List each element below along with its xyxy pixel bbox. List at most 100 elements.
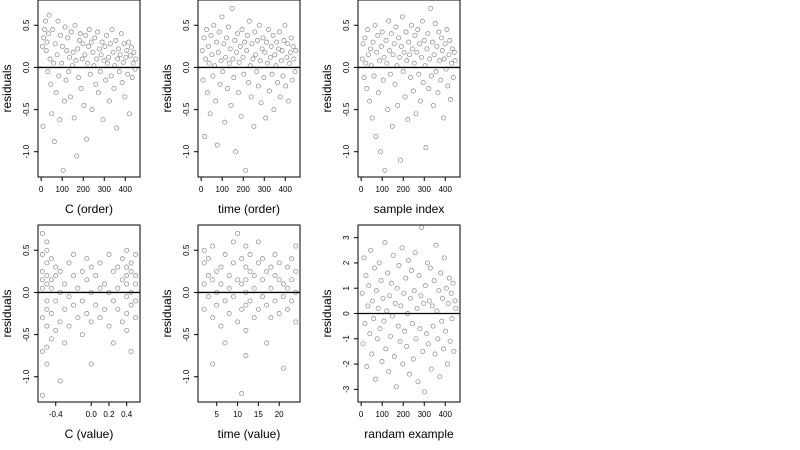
data-point: [407, 52, 412, 58]
data-point: [68, 29, 74, 35]
data-point: [393, 384, 399, 390]
data-point: [239, 391, 245, 397]
y-tick-label: -2: [342, 360, 351, 368]
data-point: [75, 315, 81, 321]
data-point: [438, 270, 444, 276]
x-tick-label: 300: [258, 185, 272, 194]
data-point: [70, 49, 76, 55]
data-point: [388, 31, 394, 37]
data-point: [292, 69, 298, 75]
data-point: [410, 356, 416, 362]
data-point: [220, 69, 226, 75]
data-point: [230, 56, 236, 62]
data-point: [124, 311, 130, 316]
data-point: [226, 285, 232, 291]
data-point: [427, 56, 433, 62]
data-point: [241, 71, 247, 77]
data-point: [402, 328, 408, 334]
data-point: [62, 306, 68, 312]
data-point: [409, 321, 415, 327]
data-point: [439, 35, 444, 41]
data-point: [395, 102, 401, 108]
data-point: [56, 73, 62, 79]
data-point: [210, 361, 216, 367]
data-point: [392, 81, 398, 87]
data-point: [435, 90, 441, 96]
data-point: [375, 32, 381, 38]
data-point: [272, 298, 278, 304]
data-point: [44, 344, 50, 350]
data-point: [124, 247, 130, 253]
data-point: [119, 80, 125, 86]
y-tick-label: 0.5: [182, 19, 191, 31]
data-point: [84, 136, 90, 142]
data-point: [452, 58, 458, 64]
data-point: [71, 273, 76, 279]
data-point: [237, 43, 243, 49]
data-point: [407, 371, 412, 377]
y-tick-label: -0.5: [342, 102, 351, 116]
data-point: [53, 90, 59, 96]
data-point: [433, 69, 439, 75]
panel-1: 0 100 200 300 400 -1.0 -0.5 0.0 0.5 C (order) resi…: [0, 0, 141, 216]
data-point: [385, 270, 391, 276]
data-point: [379, 359, 385, 364]
y-axis-label: residuals: [0, 64, 14, 112]
data-point: [119, 277, 125, 283]
data-point: [84, 277, 90, 283]
data-point: [398, 157, 403, 163]
data-point: [129, 75, 135, 80]
data-point: [102, 281, 107, 287]
data-point: [367, 98, 373, 104]
data-point: [43, 48, 49, 54]
data-point: [268, 264, 274, 270]
data-point: [369, 351, 375, 357]
data-point: [247, 252, 253, 257]
data-point: [424, 46, 430, 52]
data-point: [260, 256, 265, 262]
data-point: [422, 389, 428, 395]
data-point: [390, 313, 395, 319]
data-point: [39, 315, 45, 321]
data-point: [115, 285, 121, 291]
data-point: [426, 86, 432, 91]
data-point: [52, 41, 58, 47]
x-tick-label: 100: [376, 185, 390, 194]
data-point: [243, 264, 249, 270]
data-point: [89, 107, 95, 113]
data-point: [201, 306, 207, 312]
data-point: [379, 29, 385, 35]
data-point: [45, 69, 51, 75]
data-point: [263, 115, 269, 121]
data-point: [390, 52, 396, 58]
data-point: [53, 298, 59, 304]
data-point: [48, 285, 54, 291]
data-point: [67, 54, 72, 60]
data-point: [293, 243, 299, 249]
data-point: [392, 300, 398, 306]
data-point: [61, 98, 67, 104]
data-point: [409, 46, 415, 52]
data-point: [364, 86, 370, 91]
data-point: [276, 260, 282, 266]
data-point: [235, 31, 240, 37]
data-point: [97, 260, 103, 266]
data-point: [79, 268, 85, 274]
data-point: [362, 35, 368, 41]
data-point: [201, 247, 207, 253]
data-point: [115, 264, 121, 270]
data-point: [374, 336, 380, 342]
data-point: [264, 268, 270, 274]
x-tick-label: 200: [397, 410, 411, 419]
data-point: [39, 43, 45, 49]
data-point: [96, 46, 102, 52]
data-point: [269, 71, 275, 77]
data-point: [260, 294, 265, 300]
data-point: [384, 308, 390, 314]
data-point: [373, 134, 379, 139]
data-point: [436, 288, 442, 294]
x-tick-label: 200: [397, 185, 411, 194]
data-point: [224, 86, 230, 91]
data-point: [369, 115, 375, 121]
x-tick-label: 100: [216, 185, 230, 194]
